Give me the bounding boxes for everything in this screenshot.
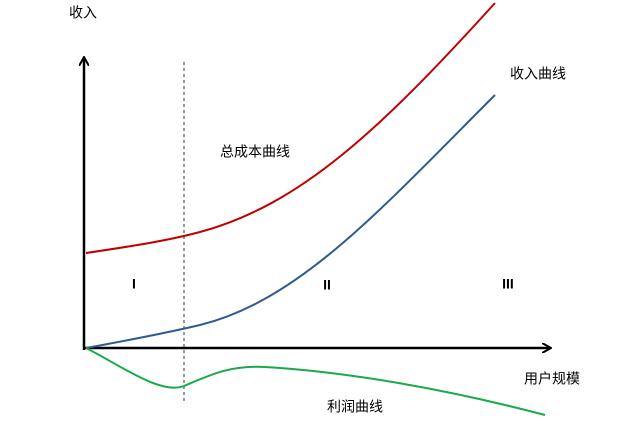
revenue-label: 收入曲线: [510, 66, 566, 82]
zone-label: I: [132, 276, 136, 292]
y-axis-label: 收入: [69, 5, 97, 21]
profit-curve: [85, 347, 546, 416]
x-axis-label: 用户规模: [524, 371, 580, 387]
zone-label: III: [502, 276, 514, 292]
revenue-curve: [85, 94, 496, 349]
cost-label: 总成本曲线: [220, 144, 290, 160]
zone-label: II: [323, 277, 331, 293]
cost-curve: [85, 2, 496, 254]
profit-label: 利润曲线: [327, 399, 383, 415]
